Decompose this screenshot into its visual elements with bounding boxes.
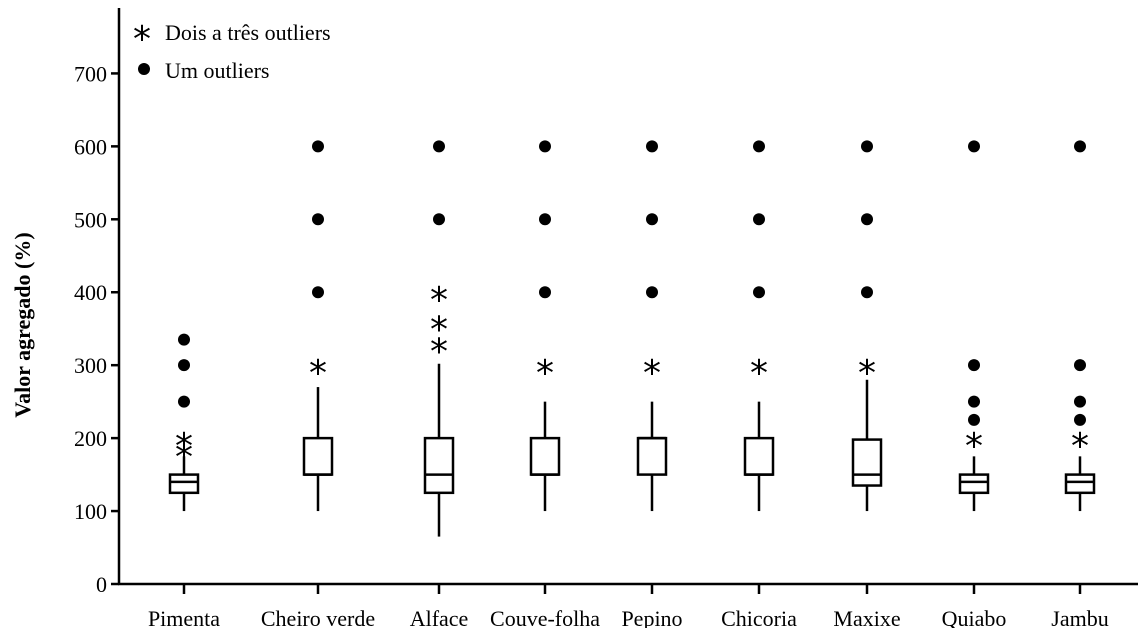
box-iqr: [743, 436, 775, 476]
outlier-dot: [1074, 359, 1086, 372]
legend: * Dois a três outliers Um outliers: [133, 19, 331, 83]
legend-dot-symbol: [138, 63, 150, 75]
outlier-dot: [539, 286, 551, 299]
outlier-dot: [312, 213, 324, 226]
box-iqr: [636, 436, 668, 476]
outlier-dot: [646, 286, 658, 299]
outlier-dot: [861, 140, 873, 153]
box-iqr: [168, 473, 200, 495]
box-pimenta: [168, 456, 200, 512]
box-iqr: [1064, 473, 1096, 495]
outliers: ******* * * ** *: [175, 140, 1089, 478]
outlier-dot: [968, 359, 980, 372]
axes: [117, 8, 1138, 586]
outlier-dot: [861, 213, 873, 226]
outlier-dot: [1074, 395, 1086, 408]
category-labels: Pimenta Cheiro verde Alface Couve-folha Pepi…: [148, 584, 1109, 628]
x-tick-label: Pimenta: [148, 606, 220, 628]
outlier-star: *: [430, 331, 448, 372]
y-tick-label: 400: [74, 280, 107, 305]
outlier-dot: [178, 395, 190, 408]
x-tick-label: Jambu: [1051, 606, 1108, 628]
y-tick-label: 100: [74, 499, 107, 524]
outlier-dot: [1074, 140, 1086, 153]
y-tick-label: 300: [74, 353, 107, 378]
outlier-dot: [539, 140, 551, 153]
box-alface: [423, 363, 455, 537]
box-couve-folha: [529, 401, 561, 512]
outlier-dot: [646, 140, 658, 153]
outlier-star: *: [1071, 426, 1089, 467]
x-tick-label: Cheiro verde: [261, 606, 375, 628]
outlier-dot: [312, 286, 324, 299]
outlier-star: *: [175, 426, 193, 467]
legend-star-symbol: *: [133, 19, 151, 60]
outlier-star: *: [536, 353, 554, 394]
box-cheiro-verde: [302, 387, 334, 512]
x-tick-label: Alface: [410, 606, 469, 628]
box-chicoria: [743, 401, 775, 512]
outlier-dot: [753, 213, 765, 226]
outlier-dot: [753, 140, 765, 153]
box-pepino: [636, 401, 668, 512]
outlier-star: *: [858, 353, 876, 394]
box-maxixe: [851, 379, 883, 512]
outlier-dot: [646, 213, 658, 226]
outlier-dot: [861, 286, 873, 299]
y-tick-label: 600: [74, 134, 107, 159]
box-iqr: [302, 436, 334, 476]
box-quiabo: [958, 456, 990, 512]
outlier-star: *: [309, 353, 327, 394]
outlier-dot: [968, 395, 980, 408]
outlier-dot: [433, 140, 445, 153]
outlier-dot: [178, 333, 190, 346]
outlier-star: *: [750, 353, 768, 394]
x-tick-label: Pepino: [621, 606, 682, 628]
outlier-dot: [312, 140, 324, 153]
y-tick-label: 700: [74, 61, 107, 86]
box-iqr: [851, 438, 883, 487]
box-iqr: [423, 436, 455, 495]
x-tick-label: Chicoria: [721, 606, 797, 628]
outlier-star: *: [965, 426, 983, 467]
x-tick-label: Quiabo: [942, 606, 1007, 628]
outlier-dot: [968, 140, 980, 153]
outlier-dot: [753, 286, 765, 299]
box-jambu: [1064, 456, 1096, 512]
boxes: [168, 363, 1096, 537]
y-tick-label: 200: [74, 426, 107, 451]
outlier-star: *: [175, 437, 193, 478]
outlier-dot: [178, 359, 190, 372]
legend-star-label: Dois a três outliers: [165, 20, 331, 45]
outlier-dot: [539, 213, 551, 226]
outlier-star: *: [643, 353, 661, 394]
y-axis-title: Valor agregado (%): [10, 232, 35, 417]
legend-dot-label: Um outliers: [165, 58, 270, 83]
outlier-dot: [968, 413, 980, 426]
y-ticks: 0 100 200 300 400 500 600 700: [74, 61, 119, 597]
y-tick-label: 500: [74, 207, 107, 232]
x-tick-label: Couve-folha: [490, 606, 600, 628]
outlier-star: *: [430, 280, 448, 321]
y-tick-label: 0: [96, 572, 107, 597]
box-iqr: [529, 436, 561, 476]
outlier-dot: [1074, 413, 1086, 426]
box-iqr: [958, 473, 990, 495]
outlier-star: *: [430, 309, 448, 350]
outlier-dot: [433, 213, 445, 226]
x-tick-label: Maxixe: [833, 606, 900, 628]
